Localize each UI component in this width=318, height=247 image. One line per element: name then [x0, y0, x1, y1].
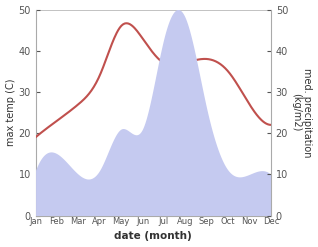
Y-axis label: max temp (C): max temp (C) [5, 79, 16, 146]
Y-axis label: med. precipitation
(kg/m2): med. precipitation (kg/m2) [291, 68, 313, 157]
X-axis label: date (month): date (month) [114, 231, 192, 242]
